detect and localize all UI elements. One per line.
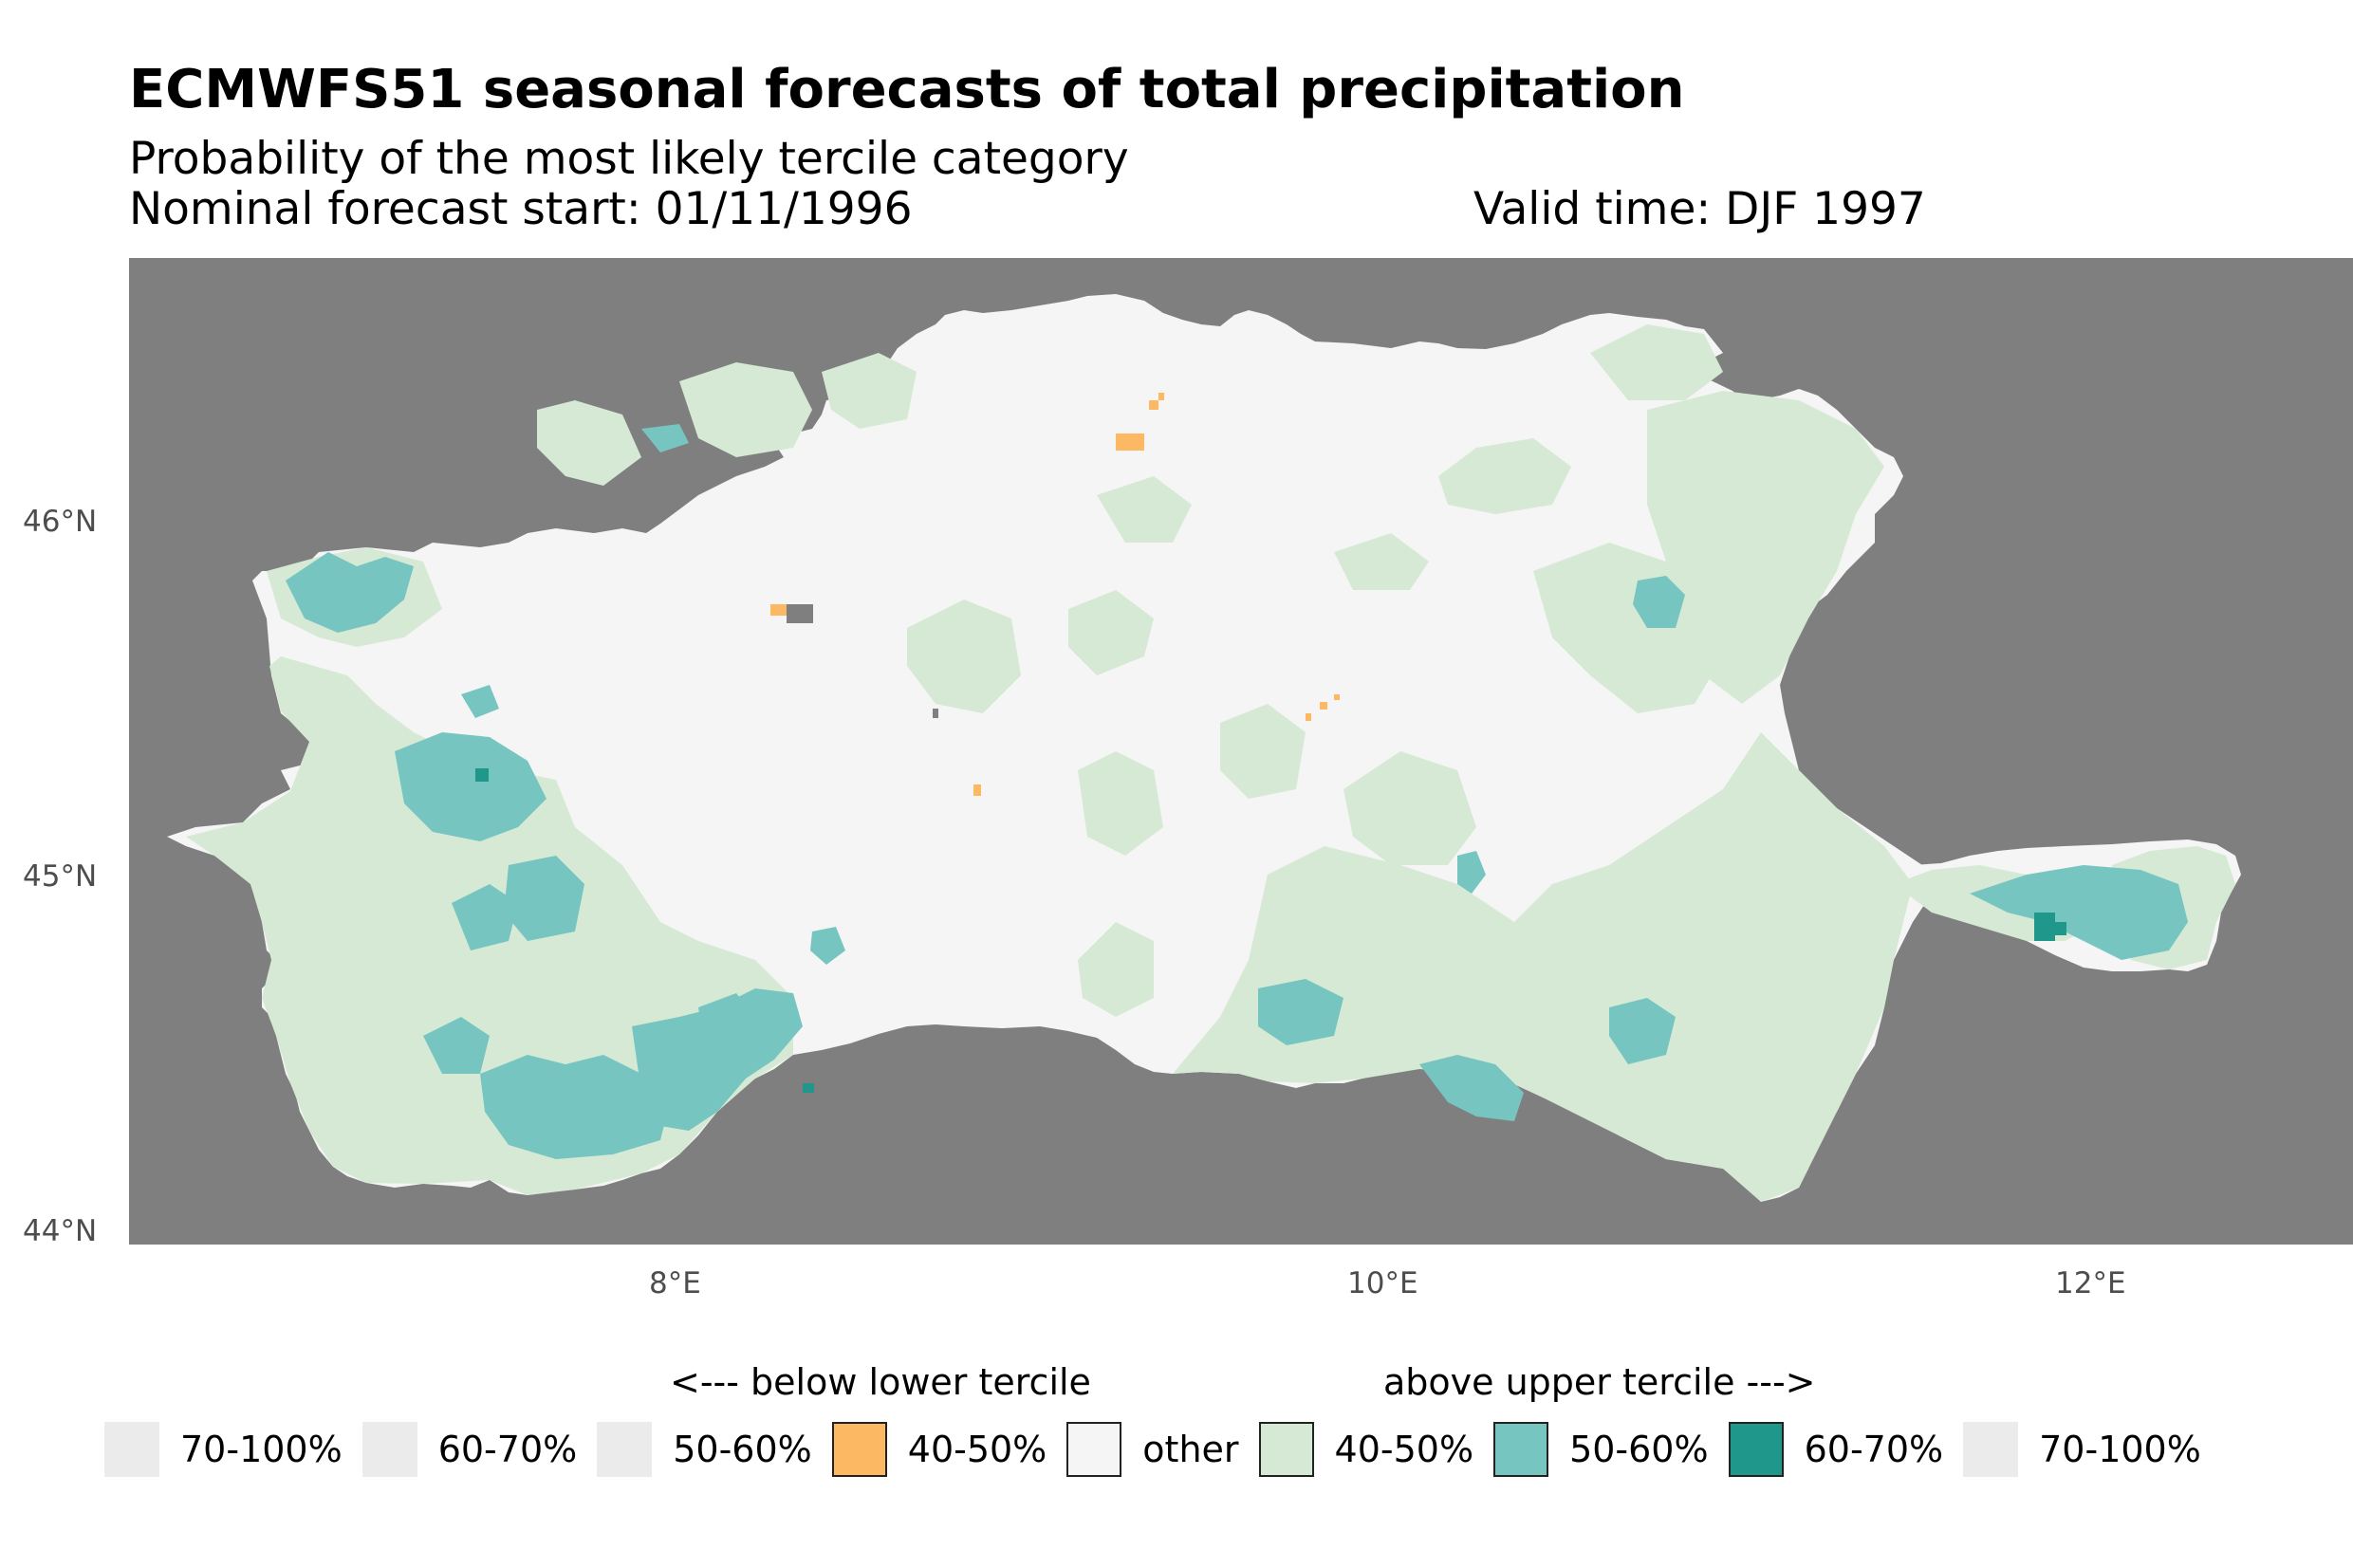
legend-item: other — [1066, 1422, 1239, 1477]
y-tick-label-46n: 46°N — [23, 505, 98, 539]
x-tick-label-8e: 8°E — [649, 1266, 701, 1301]
legend-label: other — [1142, 1429, 1239, 1470]
above-50-60-regions — [286, 424, 2188, 1159]
x-tick-label-12e: 12°E — [2055, 1266, 2126, 1301]
above-60-70-regions — [475, 768, 2066, 1093]
legend-label: 60-70% — [437, 1429, 578, 1470]
legend-key — [831, 1422, 887, 1477]
legend-label: 50-60% — [673, 1429, 812, 1470]
legend-key — [1963, 1422, 2019, 1477]
legend-label: 70-100% — [2039, 1429, 2201, 1470]
legend-key — [1493, 1422, 1549, 1477]
legend-key — [361, 1422, 417, 1477]
chart-subtitle: Probability of the most likely tercile c… — [129, 133, 1129, 185]
above-40-50-regions — [186, 324, 2235, 1202]
legend-label: 50-60% — [1569, 1429, 1709, 1470]
legend: 70-100% 60-70% 50-60% 40-50% other 40-50… — [104, 1421, 2221, 1478]
legend-label: 70-100% — [180, 1429, 343, 1470]
legend-item: 50-60% — [597, 1422, 812, 1477]
legend-key — [597, 1422, 653, 1477]
legend-item: 40-50% — [1258, 1422, 1474, 1477]
legend-item: 50-60% — [1493, 1422, 1709, 1477]
legend-label: 40-50% — [1334, 1429, 1474, 1470]
legend-below-title: <--- below lower tercile — [670, 1361, 1091, 1403]
chart-title: ECMWFS51 seasonal forecasts of total pre… — [129, 59, 1685, 120]
legend-key — [1728, 1422, 1784, 1477]
forecast-start: Nominal forecast start: 01/11/1996 — [129, 183, 913, 235]
legend-item: 60-70% — [361, 1422, 578, 1477]
legend-key — [1066, 1422, 1122, 1477]
y-tick-label-44n: 44°N — [23, 1214, 98, 1248]
map-panel — [129, 258, 2353, 1245]
legend-label: 40-50% — [907, 1429, 1047, 1470]
legend-above-title: above upper tercile ---> — [1383, 1361, 1816, 1403]
legend-item: 70-100% — [104, 1422, 343, 1477]
legend-key — [104, 1422, 159, 1477]
valid-time: Valid time: DJF 1997 — [1473, 183, 1926, 235]
y-tick-label-45n: 45°N — [23, 859, 98, 894]
legend-item: 70-100% — [1963, 1422, 2201, 1477]
legend-item: 40-50% — [831, 1422, 1047, 1477]
legend-item: 60-70% — [1728, 1422, 1944, 1477]
legend-label: 60-70% — [1804, 1429, 1944, 1470]
legend-key — [1258, 1422, 1314, 1477]
missing-data-regions — [787, 604, 938, 718]
x-tick-label-10e: 10°E — [1347, 1266, 1418, 1301]
